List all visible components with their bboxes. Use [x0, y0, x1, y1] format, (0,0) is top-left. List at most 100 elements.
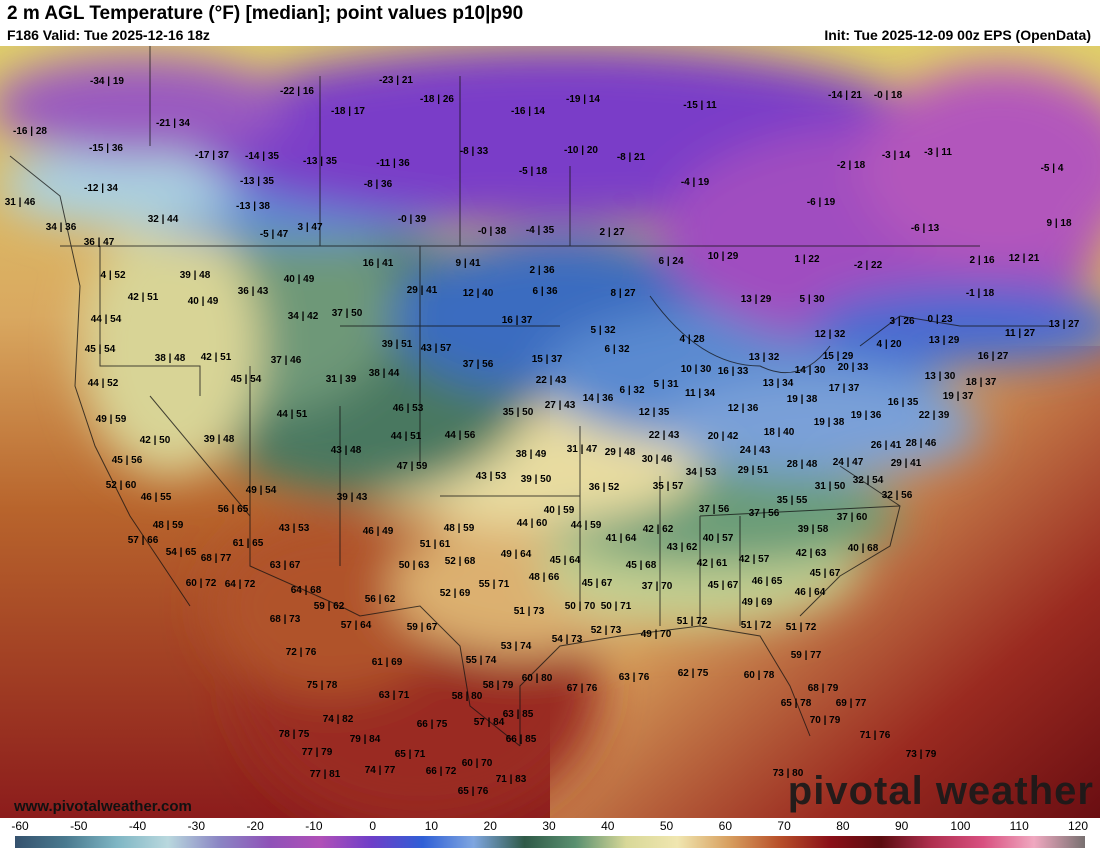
- point-value: 10 | 29: [707, 251, 739, 262]
- point-value: 6 | 24: [658, 256, 684, 267]
- point-value: 35 | 55: [776, 495, 808, 506]
- point-value: 16 | 27: [977, 351, 1009, 362]
- point-value: -0 | 38: [477, 226, 507, 237]
- point-value: 45 | 64: [549, 555, 581, 566]
- point-value: 56 | 62: [364, 594, 396, 605]
- point-value: 68 | 77: [200, 553, 232, 564]
- point-value: 31 | 47: [566, 444, 598, 455]
- point-value: 59 | 67: [406, 622, 438, 633]
- point-value: 77 | 79: [301, 747, 333, 758]
- point-value: 51 | 73: [513, 606, 545, 617]
- point-value: 43 | 48: [330, 445, 362, 456]
- color-scale-tick: 20: [483, 819, 497, 833]
- point-value: 24 | 47: [832, 457, 864, 468]
- point-value: 9 | 18: [1046, 218, 1072, 229]
- point-value: 37 | 50: [331, 308, 363, 319]
- color-scale-tick: 60: [718, 819, 733, 833]
- color-scale-tick: -40: [128, 819, 147, 833]
- point-value: 32 | 56: [881, 490, 913, 501]
- point-value: 38 | 44: [368, 368, 400, 379]
- point-value: 74 | 82: [322, 714, 354, 725]
- point-value: 57 | 84: [473, 717, 505, 728]
- point-value: -18 | 26: [420, 94, 454, 105]
- point-value: 45 | 68: [625, 560, 657, 571]
- website-watermark: www.pivotalweather.com: [14, 798, 192, 815]
- point-value: 49 | 64: [500, 549, 532, 560]
- point-value: 13 | 29: [740, 294, 772, 305]
- point-value: 46 | 64: [794, 587, 826, 598]
- point-value: 48 | 59: [443, 523, 475, 534]
- color-scale-bar: [15, 836, 1085, 848]
- point-value: 46 | 65: [751, 576, 783, 587]
- point-value: 20 | 42: [707, 431, 739, 442]
- point-value: 16 | 35: [887, 397, 919, 408]
- point-value: 16 | 33: [717, 366, 749, 377]
- point-value: 2 | 36: [529, 265, 555, 276]
- point-value: 39 | 58: [797, 524, 829, 535]
- point-value: 15 | 37: [531, 354, 563, 365]
- point-value: 44 | 56: [444, 430, 476, 441]
- point-value: 49 | 59: [95, 414, 127, 425]
- temperature-map[interactable]: -34 | 19 -22 | 16 -23 | 21 -18 | 26 -19 | 14…: [0, 46, 1100, 818]
- point-value: 5 | 31: [653, 379, 679, 390]
- point-value: 35 | 50: [502, 407, 534, 418]
- point-value: -5 | 18: [518, 166, 548, 177]
- point-value: 57 | 64: [340, 620, 372, 631]
- point-value: 66 | 85: [505, 734, 537, 745]
- point-value: 37 | 60: [836, 512, 868, 523]
- point-value: -10 | 20: [564, 145, 598, 156]
- point-value: 39 | 48: [203, 434, 235, 445]
- point-value: 47 | 59: [396, 461, 428, 472]
- point-value: 2 | 27: [599, 227, 625, 238]
- point-value: 18 | 37: [965, 377, 997, 388]
- point-value: 45 | 67: [707, 580, 739, 591]
- point-value: 13 | 29: [928, 335, 960, 346]
- point-value: -16 | 14: [511, 106, 545, 117]
- point-value: 26 | 41: [870, 440, 902, 451]
- point-value: 34 | 36: [45, 222, 77, 233]
- point-value: 65 | 76: [457, 786, 489, 797]
- point-value: 72 | 76: [285, 647, 317, 658]
- point-value: 40 | 49: [187, 296, 219, 307]
- point-value: 36 | 47: [83, 237, 115, 248]
- point-value: 6 | 32: [604, 344, 630, 355]
- point-value: 6 | 36: [532, 286, 558, 297]
- point-value: 79 | 84: [349, 734, 381, 745]
- point-value: 45 | 54: [230, 374, 262, 385]
- point-value: -2 | 18: [836, 160, 866, 171]
- point-value: -0 | 18: [873, 90, 903, 101]
- point-value: 44 | 52: [87, 378, 119, 389]
- point-value: 42 | 57: [738, 554, 770, 565]
- point-value: 49 | 69: [741, 597, 773, 608]
- point-value: 46 | 49: [362, 526, 394, 537]
- point-value: 22 | 43: [535, 375, 567, 386]
- point-value: -22 | 16: [280, 86, 314, 97]
- valid-time: F186 Valid: Tue 2025-12-16 18z: [7, 27, 210, 43]
- point-value: -14 | 21: [828, 90, 862, 101]
- point-value: 11 | 27: [1004, 328, 1036, 339]
- point-value: 43 | 53: [475, 471, 507, 482]
- point-value: 10 | 30: [680, 364, 712, 375]
- point-value: 39 | 43: [336, 492, 368, 503]
- point-value: 40 | 57: [702, 533, 734, 544]
- point-value: 12 | 36: [727, 403, 759, 414]
- point-value: 34 | 42: [287, 311, 319, 322]
- point-value: 57 | 66: [127, 535, 159, 546]
- point-value: -34 | 19: [90, 76, 124, 87]
- point-value: 69 | 77: [835, 698, 867, 709]
- point-value: 5 | 32: [590, 325, 616, 336]
- point-value: -13 | 35: [240, 176, 274, 187]
- point-value: 51 | 72: [676, 616, 708, 627]
- point-value: 3 | 26: [889, 316, 915, 327]
- point-value: 62 | 75: [677, 668, 709, 679]
- point-value: 11 | 34: [684, 388, 716, 399]
- point-value: -1 | 18: [965, 288, 995, 299]
- point-value: 40 | 68: [847, 543, 879, 554]
- point-value: 63 | 85: [502, 709, 534, 720]
- point-value: 61 | 69: [371, 657, 403, 668]
- point-value: 24 | 43: [739, 445, 771, 456]
- color-scale-tick: 120: [1067, 819, 1089, 833]
- point-value: 37 | 56: [462, 359, 494, 370]
- point-value: 48 | 59: [152, 520, 184, 531]
- color-scale-tick: 80: [836, 819, 850, 833]
